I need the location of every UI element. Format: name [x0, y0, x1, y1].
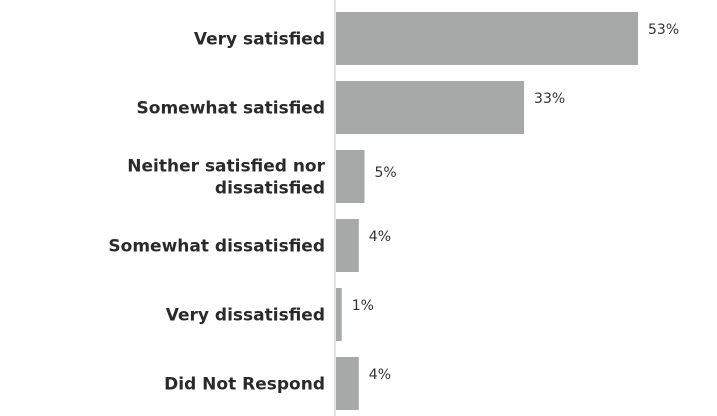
bar-very-satisfied [336, 12, 638, 65]
category-label-line: Did Not Respond [164, 375, 325, 395]
category-label-line: Somewhat dissatisfied [108, 237, 325, 257]
bar-very-dissatisfied [336, 288, 342, 341]
category-label-very-dissatisfied: Very dissatisfied [166, 306, 325, 326]
value-label-somewhat-dissatisfied: 4% [369, 229, 391, 245]
bar-neither-satisfied-nor-dissatisfied [336, 150, 365, 203]
value-labels: 53% 33% 5% 4% 1% 4% [352, 22, 679, 383]
value-label-somewhat-satisfied: 33% [534, 91, 565, 107]
category-label-line: Very dissatisfied [166, 306, 325, 326]
bar-did-not-respond [336, 357, 359, 410]
category-label-somewhat-satisfied: Somewhat satisfied [137, 99, 325, 119]
value-label-neither-satisfied-nor-dissatisfied: 5% [374, 165, 396, 181]
category-label-very-satisfied: Very satisfied [194, 30, 325, 50]
bar-somewhat-dissatisfied [336, 219, 359, 272]
category-label-line: Somewhat satisfied [137, 99, 325, 119]
category-label-neither-satisfied-nor-dissatisfied: Neither satisfied nor dissatisfied [127, 157, 325, 199]
bars-layer [336, 12, 638, 410]
bar-somewhat-satisfied [336, 81, 525, 134]
value-label-did-not-respond: 4% [369, 367, 391, 383]
category-label-line: dissatisfied [215, 179, 325, 199]
value-label-very-satisfied: 53% [648, 22, 679, 38]
category-labels: Very satisfied Somewhat satisfied Neither … [108, 30, 325, 395]
category-label-somewhat-dissatisfied: Somewhat dissatisfied [108, 237, 325, 257]
category-label-did-not-respond: Did Not Respond [164, 375, 325, 395]
category-label-line: Neither satisfied nor [127, 157, 325, 177]
category-label-line: Very satisfied [194, 30, 325, 50]
value-label-very-dissatisfied: 1% [352, 298, 374, 314]
